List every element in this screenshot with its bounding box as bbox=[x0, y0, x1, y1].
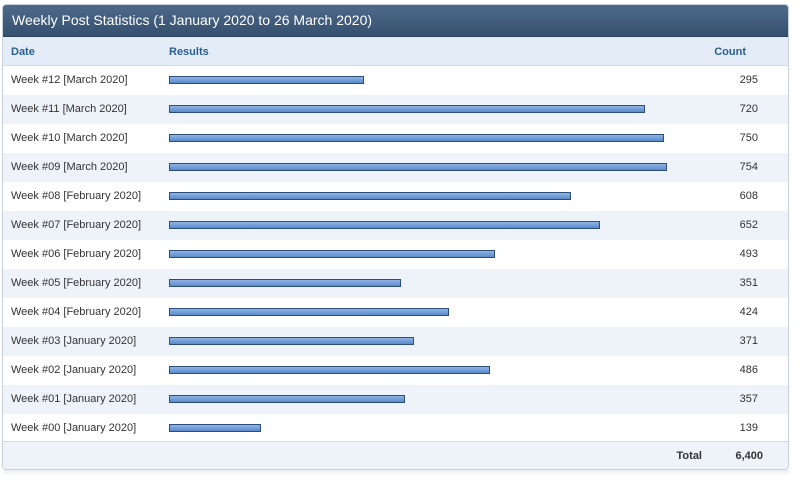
total-value: 6,400 bbox=[735, 450, 763, 462]
result-bar bbox=[169, 279, 401, 287]
table-row: Week #07 [February 2020] 652 bbox=[3, 211, 788, 240]
table-row: Week #10 [March 2020] 750 bbox=[3, 124, 788, 153]
row-count-value: 486 bbox=[739, 364, 758, 376]
result-bar bbox=[169, 424, 261, 432]
panel-shadow bbox=[4, 470, 789, 476]
row-date-label: Week #12 [March 2020] bbox=[11, 74, 128, 86]
table-row: Week #01 [January 2020] 357 bbox=[3, 385, 788, 414]
result-bar bbox=[169, 134, 664, 142]
row-count-value: 750 bbox=[739, 132, 758, 144]
row-count-value: 720 bbox=[739, 103, 758, 115]
table-row: Week #03 [January 2020] 371 bbox=[3, 327, 788, 356]
row-date-label: Week #07 [February 2020] bbox=[11, 219, 142, 231]
result-bar bbox=[169, 250, 495, 258]
row-count-value: 351 bbox=[739, 277, 758, 289]
stats-rows: Week #12 [March 2020] 295 Week #11 [March … bbox=[3, 66, 788, 443]
table-row: Week #06 [February 2020] 493 bbox=[3, 240, 788, 269]
table-row: Week #09 [March 2020] 754 bbox=[3, 153, 788, 182]
total-label: Total bbox=[676, 450, 702, 462]
row-date-label: Week #08 [February 2020] bbox=[11, 190, 142, 202]
row-date-label: Week #06 [February 2020] bbox=[11, 248, 142, 260]
row-count-value: 139 bbox=[739, 422, 758, 434]
column-header-count: Count bbox=[714, 46, 746, 58]
result-bar bbox=[169, 192, 571, 200]
row-date-label: Week #00 [January 2020] bbox=[11, 422, 137, 434]
panel-title: Weekly Post Statistics (1 January 2020 t… bbox=[3, 5, 788, 37]
total-row: Total 6,400 bbox=[3, 441, 788, 469]
result-bar bbox=[169, 163, 667, 171]
column-header-results: Results bbox=[169, 46, 209, 58]
result-bar bbox=[169, 395, 405, 403]
column-header-row: Date Results Count bbox=[3, 37, 788, 66]
table-row: Week #08 [February 2020] 608 bbox=[3, 182, 788, 211]
table-row: Week #05 [February 2020] 351 bbox=[3, 269, 788, 298]
table-row: Week #12 [March 2020] 295 bbox=[3, 66, 788, 95]
row-date-label: Week #02 [January 2020] bbox=[11, 364, 137, 376]
result-bar bbox=[169, 308, 449, 316]
result-bar bbox=[169, 366, 490, 374]
row-count-value: 295 bbox=[739, 74, 758, 86]
row-date-label: Week #04 [February 2020] bbox=[11, 306, 142, 318]
table-row: Week #11 [March 2020] 720 bbox=[3, 95, 788, 124]
result-bar bbox=[169, 76, 364, 84]
row-count-value: 754 bbox=[739, 161, 758, 173]
row-count-value: 493 bbox=[739, 248, 758, 260]
row-count-value: 608 bbox=[739, 190, 758, 202]
result-bar bbox=[169, 221, 600, 229]
row-date-label: Week #11 [March 2020] bbox=[11, 103, 127, 115]
row-count-value: 371 bbox=[739, 335, 758, 347]
weekly-stats-panel: Weekly Post Statistics (1 January 2020 t… bbox=[2, 4, 789, 470]
row-count-value: 652 bbox=[739, 219, 758, 231]
column-header-date: Date bbox=[11, 46, 35, 58]
row-date-label: Week #05 [February 2020] bbox=[11, 277, 142, 289]
result-bar bbox=[169, 337, 414, 345]
row-date-label: Week #01 [January 2020] bbox=[11, 393, 137, 405]
row-count-value: 424 bbox=[739, 306, 758, 318]
table-row: Week #00 [January 2020] 139 bbox=[3, 414, 788, 443]
table-row: Week #02 [January 2020] 486 bbox=[3, 356, 788, 385]
table-row: Week #04 [February 2020] 424 bbox=[3, 298, 788, 327]
row-date-label: Week #03 [January 2020] bbox=[11, 335, 137, 347]
row-count-value: 357 bbox=[739, 393, 758, 405]
result-bar bbox=[169, 105, 645, 113]
row-date-label: Week #10 [March 2020] bbox=[11, 132, 128, 144]
row-date-label: Week #09 [March 2020] bbox=[11, 161, 128, 173]
